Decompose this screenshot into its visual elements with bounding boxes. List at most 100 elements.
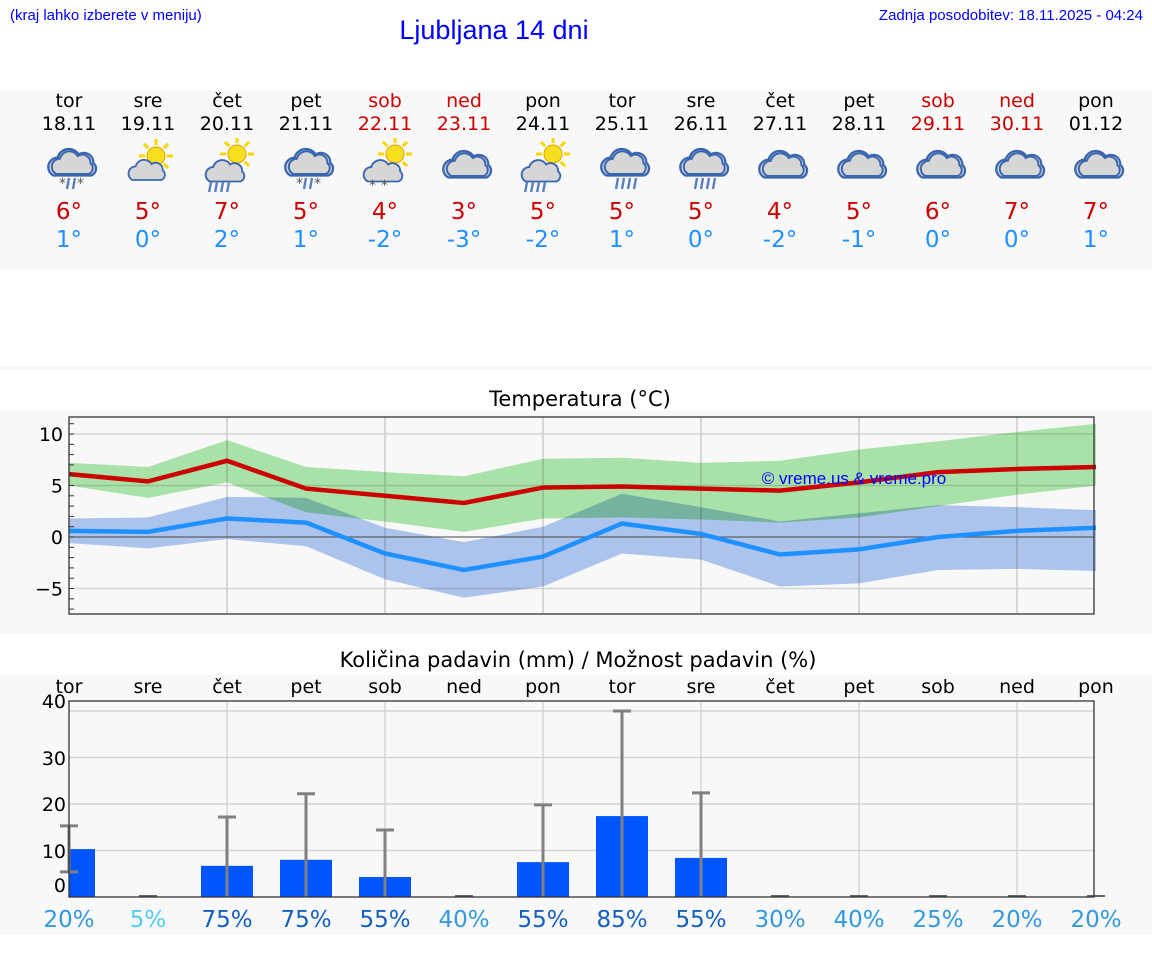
precipitation-chart-title: Količina padavin (mm) / Možnost padavin … xyxy=(339,648,817,672)
precipitation-probability: 30% xyxy=(754,907,805,933)
svg-text:*: * xyxy=(369,178,376,192)
max-temperature-band xyxy=(69,423,1096,532)
watermark: © vreme.us & vreme.pro xyxy=(762,469,946,488)
day-date: 27.11 xyxy=(752,113,808,135)
day-date: 23.11 xyxy=(436,113,492,135)
min-temperature: 1° xyxy=(608,227,636,253)
day-column: pet 28.11 5° -1° xyxy=(819,90,899,254)
min-temperature: -1° xyxy=(841,227,877,253)
cloud-icon xyxy=(995,149,1046,179)
svg-text:*: * xyxy=(296,176,303,192)
min-temperature: -2° xyxy=(762,227,798,253)
y-tick-label: 0 xyxy=(54,875,66,897)
x-day-label: pon xyxy=(1078,676,1114,698)
day-column: tor 18.11 * * 6° 1° xyxy=(29,90,109,254)
day-column: sob 29.11 6° 0° xyxy=(898,90,978,254)
max-temperature: 5° xyxy=(845,199,873,225)
y-tick-label: 20 xyxy=(42,794,66,816)
max-temperature: 6° xyxy=(924,199,952,225)
day-date: 28.11 xyxy=(831,113,887,135)
day-date: 30.11 xyxy=(989,113,1045,135)
day-date: 20.11 xyxy=(199,113,255,135)
day-name: tor xyxy=(55,90,83,112)
max-temperature: 6° xyxy=(55,199,83,225)
last-updated: Zadnja posodobitev: 18.11.2025 - 04:24 xyxy=(878,7,1143,24)
x-day-label: pet xyxy=(290,676,321,698)
min-temperature: 0° xyxy=(924,227,952,253)
precipitation-probability: 40% xyxy=(833,907,884,933)
x-day-label: sob xyxy=(921,676,955,698)
min-temperature: 0° xyxy=(134,227,162,253)
precipitation-probability: 85% xyxy=(596,907,647,933)
cloud-icon xyxy=(837,149,888,179)
day-date: 18.11 xyxy=(41,113,97,135)
sun-cloud-icon xyxy=(127,139,173,181)
x-day-label: čet xyxy=(212,676,242,698)
svg-text:*: * xyxy=(77,176,84,192)
day-column: pon 01.12 7° 1° xyxy=(1056,90,1136,254)
max-temperature: 5° xyxy=(687,199,715,225)
cloud-rain-icon xyxy=(600,147,651,190)
plot-area xyxy=(69,701,1094,897)
plot-frame xyxy=(68,416,1095,615)
x-day-label: čet xyxy=(765,676,795,698)
sun-cloud-rain-icon xyxy=(520,138,570,192)
precipitation-probability: 20% xyxy=(991,907,1042,933)
min-temperature: 1° xyxy=(292,227,320,253)
page-title: Ljubljana 14 dni xyxy=(399,15,589,45)
precipitation-probability: 20% xyxy=(43,907,94,933)
max-temperature: 5° xyxy=(134,199,162,225)
day-column: pet 21.11 * * 5° 1° xyxy=(266,90,346,254)
precipitation-probability: 5% xyxy=(130,907,167,933)
x-day-label: sre xyxy=(134,676,163,698)
day-column: čet 20.11 7° 2° xyxy=(187,90,267,254)
day-column: ned 23.11 3° -3° xyxy=(424,90,504,254)
precipitation-probability: 25% xyxy=(912,907,963,933)
day-date: 24.11 xyxy=(515,113,571,135)
min-temperature: 1° xyxy=(1082,227,1110,253)
precipitation-probability: 55% xyxy=(517,907,568,933)
day-column: tor 25.11 5° 1° xyxy=(582,90,662,254)
max-temperature: 3° xyxy=(450,199,478,225)
max-temperature: 7° xyxy=(1003,199,1031,225)
day-name: sob xyxy=(368,90,402,112)
x-day-label: pon xyxy=(525,676,561,698)
day-column: ned 30.11 7° 0° xyxy=(977,90,1057,254)
min-temperature-band xyxy=(69,493,1096,598)
sun-cloud-rain-icon xyxy=(204,138,254,192)
day-date: 21.11 xyxy=(278,113,334,135)
plot-frame xyxy=(68,700,1095,898)
svg-text:*: * xyxy=(59,176,66,192)
max-temperature-line xyxy=(68,458,1097,506)
x-day-label: sob xyxy=(368,676,402,698)
max-temperature: 4° xyxy=(371,199,399,225)
min-temperature: -2° xyxy=(525,227,561,253)
min-temperature: 2° xyxy=(213,227,241,253)
day-column: sob 22.11 * * 4° -2° xyxy=(345,90,425,254)
min-temperature: 1° xyxy=(55,227,83,253)
sun-cloud-snow-icon: * * xyxy=(362,138,412,192)
y-tick-label: 5 xyxy=(51,476,63,498)
day-name: čet xyxy=(765,90,795,112)
day-column: sre 26.11 5° 0° xyxy=(661,90,741,254)
cloud-icon xyxy=(916,149,967,179)
day-date: 25.11 xyxy=(594,113,650,135)
day-name: ned xyxy=(999,90,1035,112)
precipitation-probability: 20% xyxy=(1070,907,1121,933)
cloud-sleet-icon: * * xyxy=(47,147,98,192)
max-temperature: 4° xyxy=(766,199,794,225)
x-day-label: tor xyxy=(56,676,83,698)
precipitation-probability: 75% xyxy=(280,907,331,933)
max-temperature: 5° xyxy=(529,199,557,225)
day-name: sre xyxy=(686,90,716,112)
y-tick-label: 10 xyxy=(42,841,66,863)
day-column: sre 19.11 5° 0° xyxy=(108,90,188,254)
max-temperature: 7° xyxy=(1082,199,1110,225)
precipitation-probability: 40% xyxy=(438,907,489,933)
x-day-label: sre xyxy=(687,676,716,698)
day-name: pon xyxy=(525,90,561,112)
y-tick-label: 10 xyxy=(39,424,63,446)
temperature-chart-title: Temperatura (°C) xyxy=(489,387,671,411)
